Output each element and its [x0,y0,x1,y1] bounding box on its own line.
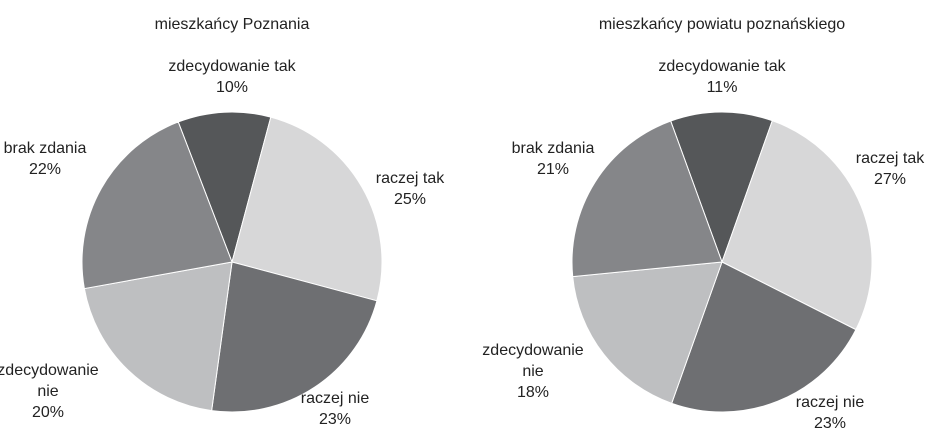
pie-slice [211,261,378,413]
pie-slice [231,116,383,302]
slice-label: zdecydowanie tak 10% [132,56,332,98]
value-label: 22% [28,161,62,178]
category-label: raczej tak [375,170,445,187]
value-label: 10% [215,79,249,96]
pie-slice [81,121,233,290]
category-label: zdecydowanie tak [168,58,296,75]
slice-label: raczej nie 23% [730,392,930,434]
value-label: 25% [393,191,427,208]
pie-slice [572,261,723,404]
category-label: brak zdania [511,140,595,157]
slice-label: zdecydowanie tak 11% [622,56,822,98]
slice-label: zdecydowanie nie 20% [0,360,103,423]
slice-label: brak zdania 22% [0,138,145,180]
value-label: 23% [813,415,847,432]
category-label: raczej nie [795,394,865,411]
chart-title: mieszkańcy powiatu poznańskiego [598,16,846,33]
value-label: 18% [516,384,550,401]
value-label: 23% [318,411,352,428]
pie-slice [571,120,723,278]
category-label: zdecydowanie nie [482,342,584,380]
slice-label: raczej tak 25% [310,168,510,210]
slice-label: brak zdania 21% [453,138,653,180]
pie-slice [670,111,773,264]
category-label: zdecydowanie nie [0,362,99,400]
value-label: 20% [31,404,65,421]
category-label: raczej nie [300,390,370,407]
category-label: brak zdania [3,140,87,157]
value-label: 27% [873,171,907,188]
slice-label: raczej tak 27% [790,148,935,190]
pie-slice [671,261,857,413]
pie-slice [721,120,873,331]
slice-label: zdecydowanie nie 18% [478,340,588,403]
category-label: zdecydowanie tak [658,58,786,75]
pie-slice [83,261,233,412]
value-label: 11% [706,79,738,96]
chart-title: mieszkańcy Poznania [154,16,310,33]
slice-label: raczej nie 23% [235,388,435,430]
pie-slice [177,111,272,264]
category-label: raczej tak [855,150,925,167]
value-label: 21% [536,161,570,178]
